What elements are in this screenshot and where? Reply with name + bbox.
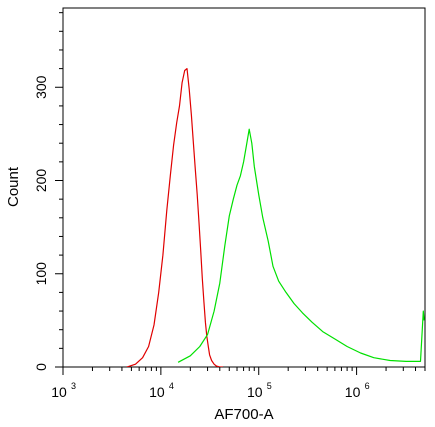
series-line-2 [177,128,425,363]
y-tick-labels: 0 100 200 300 [33,75,49,371]
x-tick-label-exponent: 4 [169,381,174,391]
x-tick-label-exponent: 6 [365,381,370,391]
y-tick-label: 200 [33,169,49,193]
x-axis-label: AF700-A [214,406,273,423]
major-ticks [55,86,358,375]
plot-frame [62,7,426,368]
y-axis-label: Count [5,166,22,207]
series-line-1 [126,67,223,367]
x-tick-label-exponent: 5 [267,381,272,391]
minor-ticks [59,12,426,371]
x-tick-label-exponent: 3 [71,381,76,391]
x-tick-label-base: 10 [247,384,263,400]
x-tick-label-base: 10 [345,384,361,400]
series-layer [126,67,425,367]
x-tick-label-base: 10 [51,384,67,400]
y-tick-label: 300 [33,75,49,99]
y-tick-label: 100 [33,262,49,286]
x-tick-label-base: 10 [149,384,165,400]
x-tick-labels: 10 3 10 4 10 5 10 6 [51,381,369,400]
y-tick-label: 0 [33,363,49,371]
